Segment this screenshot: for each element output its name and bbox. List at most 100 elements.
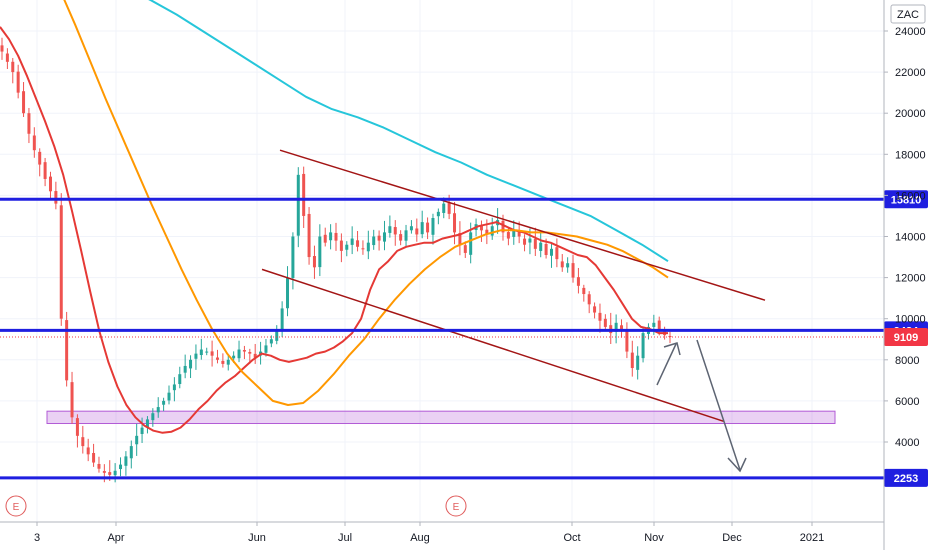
candle-body-94 <box>506 232 510 239</box>
support-zone-box <box>46 410 836 425</box>
candle-body-54 <box>291 236 295 279</box>
candle-body-24 <box>129 446 133 459</box>
last-price-badge <box>884 328 928 347</box>
candle-body-58 <box>312 256 316 268</box>
candle-body-6 <box>32 135 36 151</box>
candle-body-23 <box>124 456 128 466</box>
candle-body-73 <box>393 227 397 235</box>
grid <box>0 0 884 522</box>
down-arrow-head <box>727 457 747 473</box>
candle-body-97 <box>523 238 527 245</box>
candle-body-69 <box>372 236 376 246</box>
candle-body-85 <box>458 232 462 245</box>
up-arrow-head <box>663 342 681 356</box>
event-marker-2[interactable] <box>445 495 467 517</box>
y-tick-label-4: 16000 <box>895 190 926 202</box>
event-marker-2-label: E <box>453 502 460 513</box>
symbol-label: ZAC <box>897 9 919 21</box>
level-badge-0 <box>884 190 928 209</box>
candle-body-32 <box>172 384 176 391</box>
ma-slow-line <box>148 0 669 263</box>
candle-body-100 <box>539 242 543 251</box>
candle-body-82 <box>442 203 446 213</box>
candle-body-101 <box>544 243 548 255</box>
event-marker-1[interactable] <box>5 495 27 517</box>
candle-body-77 <box>415 228 419 235</box>
candle-body-121 <box>652 322 656 327</box>
y-tick-label-6: 12000 <box>895 273 926 285</box>
candle-body-91 <box>490 226 494 236</box>
candle-body-74 <box>399 234 403 241</box>
candle-body-35 <box>189 359 193 369</box>
candle-body-86 <box>463 245 467 253</box>
candle-body-72 <box>388 226 392 233</box>
candle-body-79 <box>426 222 430 233</box>
candle-body-1 <box>5 53 9 62</box>
candle-body-83 <box>447 202 451 214</box>
candle-body-114 <box>614 322 618 332</box>
y-tick-label-7: 10000 <box>895 314 926 326</box>
candle-body-87 <box>469 232 473 255</box>
candle-body-49 <box>264 345 268 353</box>
candle-body-45 <box>242 350 246 352</box>
candle-body-109 <box>587 294 591 305</box>
candle-body-5 <box>27 113 31 134</box>
y-tick-label-0: 24000 <box>895 26 926 38</box>
level-badge-label-0: 15810 <box>891 194 922 206</box>
level-badge-2 <box>884 468 928 487</box>
candle-body-26 <box>140 427 144 434</box>
up-arrow-shaft <box>656 343 677 386</box>
candle-body-62 <box>334 232 338 241</box>
candle-body-34 <box>183 365 187 373</box>
candle-body-22 <box>119 464 123 470</box>
candle-body-27 <box>145 419 149 428</box>
symbol-badge: ZAC <box>890 4 926 24</box>
candle-body-64 <box>345 244 349 250</box>
candle-body-105 <box>566 263 570 268</box>
candle-body-21 <box>113 470 117 476</box>
channel-lower-line <box>261 268 725 423</box>
candle-body-116 <box>625 331 629 352</box>
candle-body-33 <box>178 374 182 385</box>
candle-body-15 <box>81 437 85 447</box>
candle-body-40 <box>215 357 219 360</box>
candle-body-67 <box>361 248 365 250</box>
candle-body-3 <box>16 71 20 93</box>
ma-fast-line <box>0 26 668 434</box>
candle-body-81 <box>436 211 440 217</box>
candle-body-117 <box>630 352 634 369</box>
candle-body-111 <box>598 312 602 321</box>
y-tick-label-3: 18000 <box>895 149 926 161</box>
chart-background <box>0 0 884 522</box>
candle-body-60 <box>323 234 327 243</box>
candle-body-31 <box>167 392 171 401</box>
y-tick-label-8: 8000 <box>895 355 919 367</box>
ma-mid-line <box>63 0 669 406</box>
candle-body-61 <box>329 232 333 241</box>
candle-body-93 <box>501 220 505 233</box>
candle-body-50 <box>269 339 273 344</box>
channel-upper-line <box>279 149 766 301</box>
candle-body-43 <box>232 355 236 359</box>
candle-body-52 <box>280 308 284 331</box>
candle-body-95 <box>512 230 516 237</box>
candle-body-10 <box>54 191 58 204</box>
candle-body-66 <box>356 240 360 247</box>
candle-body-19 <box>102 471 106 473</box>
trend-channel <box>261 149 766 423</box>
candle-body-90 <box>485 229 489 235</box>
candle-body-17 <box>92 452 96 463</box>
candle-body-107 <box>576 277 580 286</box>
candle-body-112 <box>603 318 607 327</box>
candle-body-71 <box>382 232 386 242</box>
horizontal-levels: 15810943422539109 <box>0 190 928 487</box>
candle-body-7 <box>38 151 42 165</box>
candle-body-115 <box>620 325 624 329</box>
x-tick-label-0: 3 <box>34 532 40 544</box>
candle-body-14 <box>75 418 79 436</box>
candle-body-84 <box>453 213 457 233</box>
candle-body-55 <box>296 174 300 236</box>
candle-body-46 <box>248 352 252 354</box>
x-tick-label-1: Apr <box>107 532 124 544</box>
